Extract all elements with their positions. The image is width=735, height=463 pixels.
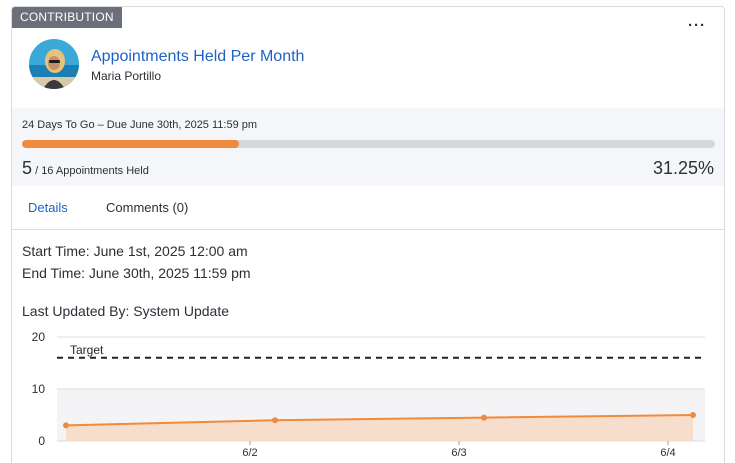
y-tick-label: 20 [32, 330, 46, 344]
tab-comments[interactable]: Comments (0) [106, 200, 189, 215]
goal-title[interactable]: Appointments Held Per Month [91, 48, 305, 65]
tab-bar: Details Comments (0) [12, 186, 724, 230]
last-updated-by: Last Updated By: System Update [22, 303, 229, 319]
progress-chart: 0 10 20 Target 6/2 6/3 6/4 [32, 330, 705, 459]
avatar [29, 39, 79, 89]
data-point [63, 422, 69, 429]
contribution-card: CONTRIBUTION ··· Appointments Held Per M… [11, 6, 725, 463]
x-tick-label: 6/3 [451, 447, 466, 459]
y-tick-label: 0 [38, 434, 45, 448]
y-tick-label: 10 [32, 382, 46, 396]
goal-owner: Maria Portillo [91, 69, 162, 83]
progress-bar-fill [22, 140, 239, 148]
data-point [481, 414, 487, 421]
progress-percent: 31.25% [652, 158, 714, 178]
end-time: End Time: June 30th, 2025 11:59 pm [22, 265, 251, 281]
progress-panel: 24 Days To Go – Due June 30th, 2025 11:5… [12, 108, 724, 186]
target-label: Target [70, 343, 104, 357]
series-line [65, 414, 694, 427]
due-text: 24 Days To Go – Due June 30th, 2025 11:5… [22, 119, 258, 131]
appointments-held: 5 / 16 Appointments Held [22, 158, 149, 179]
held-count: 5 [22, 158, 33, 178]
x-tick-label: 6/4 [660, 447, 675, 459]
progress-bar [22, 140, 715, 148]
contribution-badge: CONTRIBUTION [12, 7, 122, 28]
data-point [690, 412, 696, 418]
more-options-button[interactable]: ··· [688, 17, 706, 34]
x-tick-label: 6/2 [242, 447, 257, 459]
tab-details[interactable]: Details [28, 200, 68, 215]
held-target: / 16 Appointments Held [35, 165, 149, 177]
data-point [272, 417, 278, 424]
start-time: Start Time: June 1st, 2025 12:00 am [22, 243, 248, 259]
